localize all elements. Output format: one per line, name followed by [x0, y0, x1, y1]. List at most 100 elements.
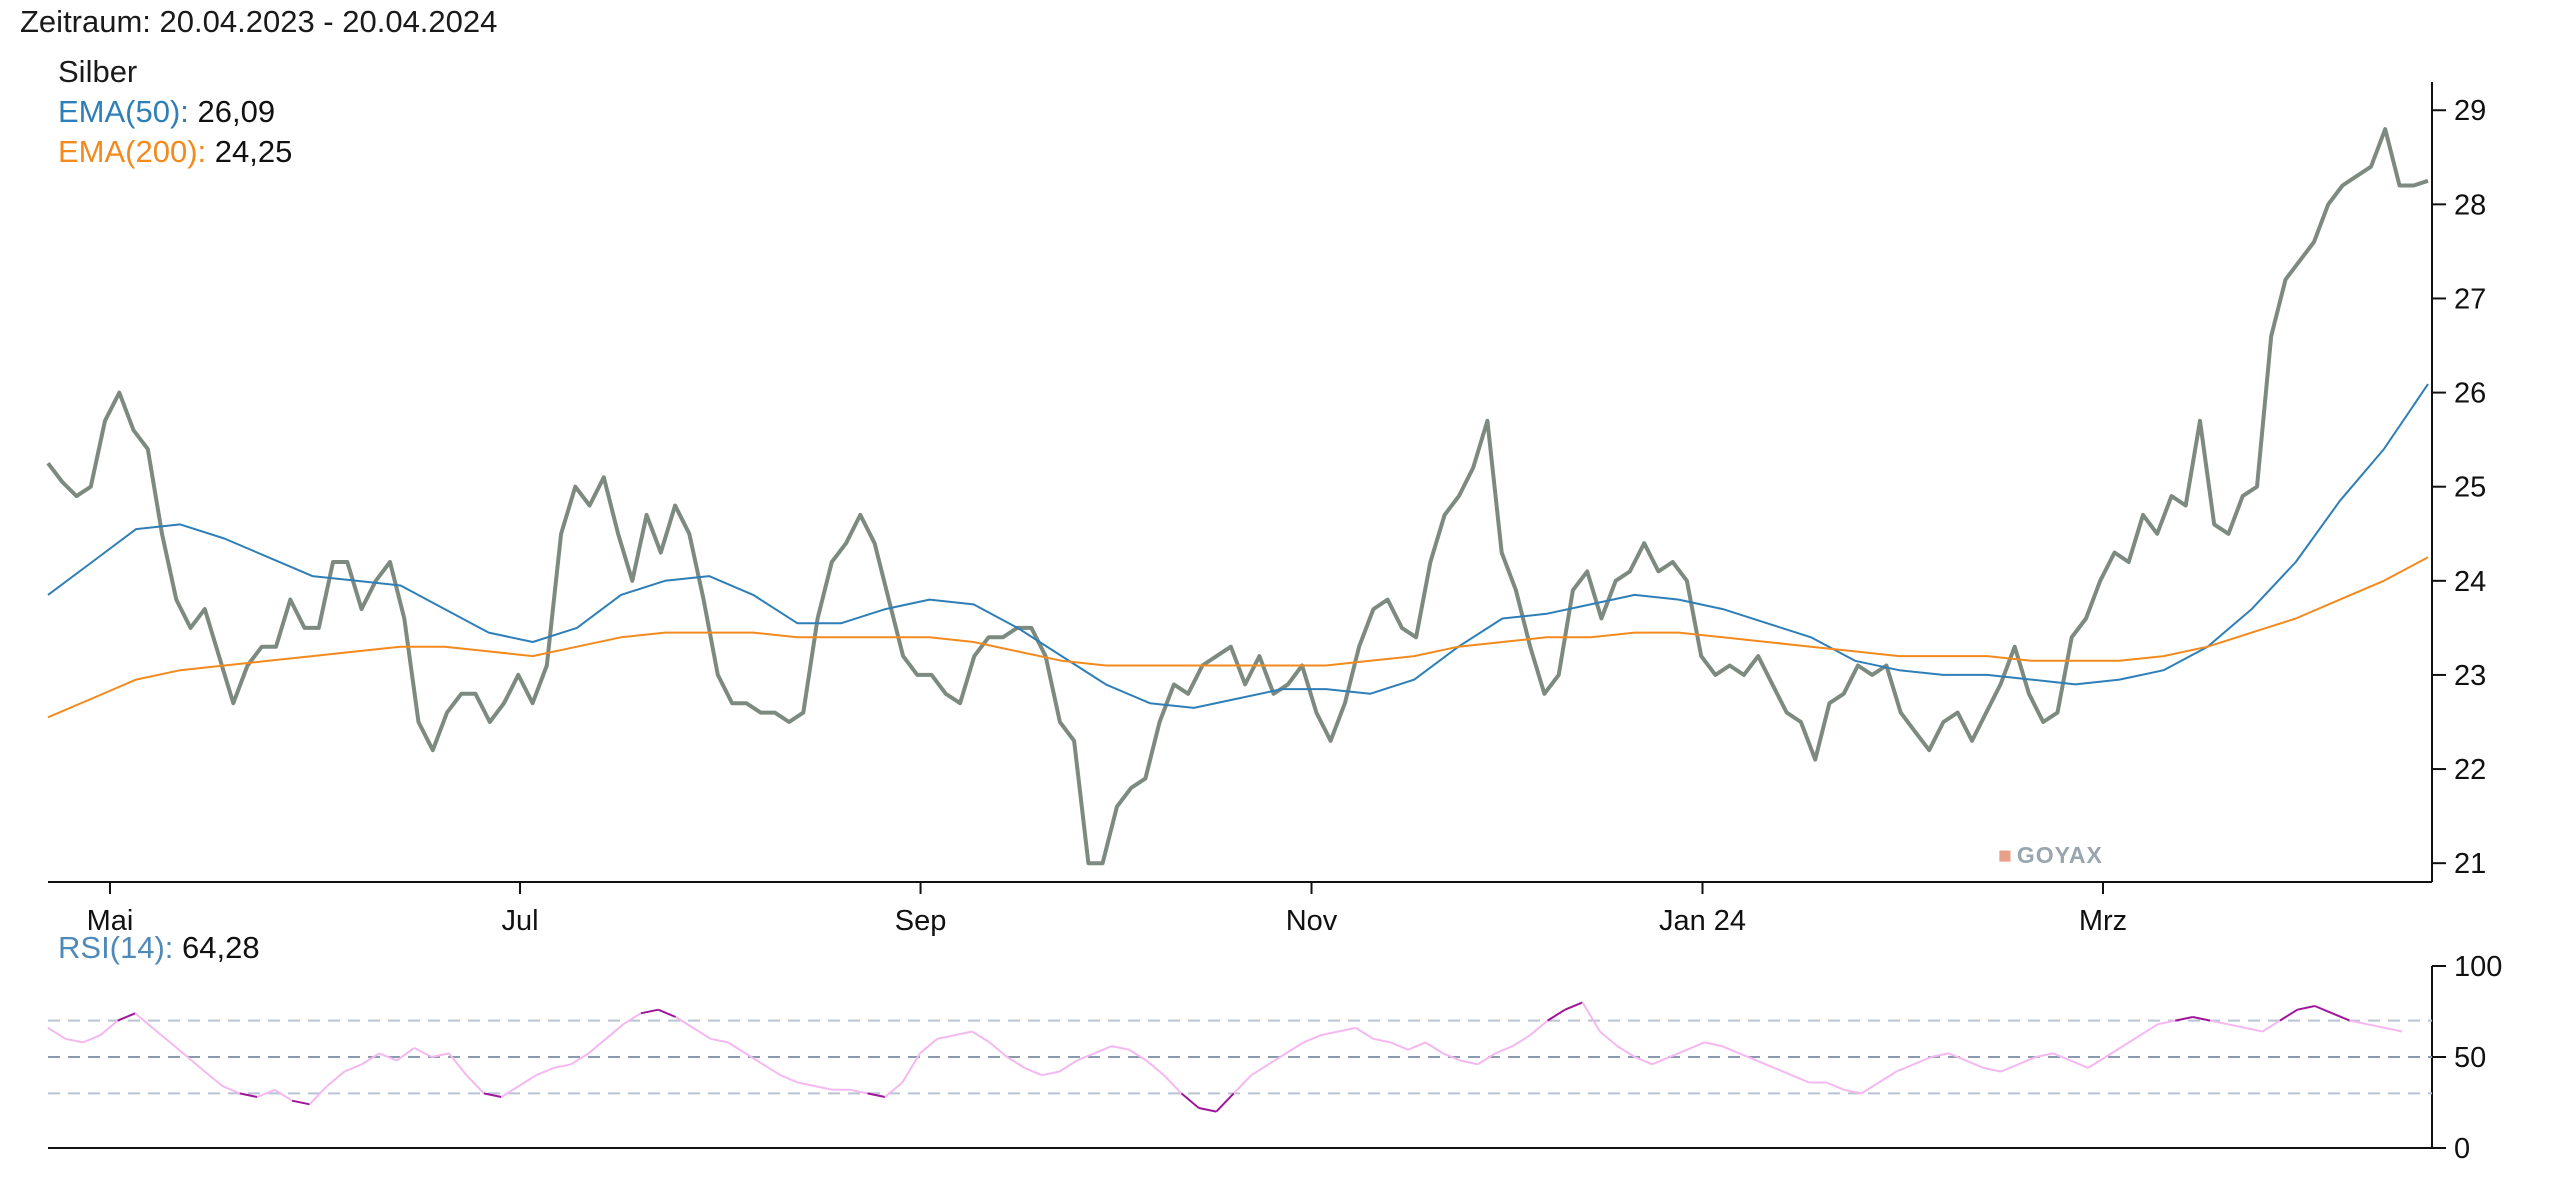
rsi-segment — [1895, 1063, 1915, 1073]
bull-icon: ■ — [1998, 842, 2013, 868]
rsi-segment — [2314, 1005, 2333, 1015]
rsi-segment — [1041, 1070, 1060, 1077]
rsi-segment — [692, 1027, 712, 1040]
ema50-value: 26,09 — [197, 94, 276, 129]
rsi-segment — [82, 1034, 101, 1044]
y-tick-label: 25 — [2454, 472, 2486, 504]
rsi-segment — [1686, 1041, 1705, 1051]
series-line-ema-50- — [47, 383, 2429, 709]
rsi-segment — [378, 1052, 398, 1062]
rsi-segment — [1878, 1070, 1897, 1084]
rsi-segment — [169, 1041, 189, 1058]
rsi-segment — [1721, 1045, 1740, 1055]
rsi-segment — [2279, 1008, 2298, 1022]
rsi-segment — [1599, 1030, 1618, 1047]
rsi-segment — [1232, 1074, 1252, 1095]
rsi-segment — [884, 1081, 904, 1098]
legend-rsi: RSI(14): 64,28 — [58, 928, 260, 968]
rsi-segment — [500, 1085, 520, 1098]
rsi-segment — [1860, 1081, 1880, 1095]
rsi-segment — [1739, 1052, 1758, 1062]
y-tick-label: 21 — [2454, 848, 2486, 880]
rsi-segment — [1512, 1034, 1531, 1047]
rsi-segment — [2070, 1059, 2089, 1069]
rsi-segment — [2052, 1052, 2072, 1062]
ema50-label: EMA(50): — [58, 94, 189, 129]
rsi-segment — [780, 1074, 799, 1084]
rsi-segment — [1285, 1041, 1305, 1055]
rsi-y-tick-label: 0 — [2454, 1133, 2470, 1165]
rsi-segment — [222, 1085, 241, 1095]
watermark-text: GOYAX — [2016, 842, 2103, 868]
rsi-segment — [396, 1047, 415, 1062]
rsi-axes: 0 50 100 — [48, 951, 2502, 1165]
rsi-segment — [1843, 1088, 1862, 1095]
x-tick-label: Sep — [895, 905, 947, 937]
rsi-segment — [2261, 1019, 2281, 1033]
legend-title: Silber — [58, 54, 138, 89]
rsi-segment — [1791, 1074, 1810, 1084]
rsi-segment — [1390, 1041, 1409, 1051]
rsi-segment — [239, 1092, 258, 1098]
rsi-segment — [2157, 1019, 2176, 1026]
rsi-segment — [2122, 1034, 2141, 1047]
rsi-segment — [1215, 1092, 1235, 1113]
rsi-segment — [1163, 1074, 1183, 1095]
rsi-segment — [1529, 1019, 1549, 1036]
rsi-segment — [1024, 1066, 1043, 1077]
rsi-segment — [2209, 1019, 2228, 1026]
rsi-segment — [2087, 1056, 2107, 1069]
rsi-segment — [413, 1047, 433, 1058]
rsi-value: 64,28 — [182, 930, 260, 965]
rsi-segment — [274, 1088, 293, 1102]
rsi-segment — [256, 1088, 276, 1098]
rsi-segment — [727, 1041, 747, 1055]
rsi-segment — [1145, 1059, 1165, 1076]
x-tick-label: Mrz — [2079, 905, 2127, 937]
rsi-segment — [622, 1012, 642, 1026]
rsi-segment — [1773, 1066, 1793, 1077]
rsi-segment — [1250, 1063, 1270, 1077]
rsi-segment — [2297, 1005, 2316, 1011]
rsi-segment — [65, 1037, 84, 1044]
rsi-segment — [1948, 1052, 1967, 1062]
rsi-segment — [1442, 1052, 1461, 1062]
rsi-segment — [1180, 1092, 1200, 1109]
rsi-segment — [1355, 1027, 1374, 1040]
period-label: Zeitraum: 20.04.2023 - 20.04.2024 — [20, 4, 498, 39]
rsi-segment — [1826, 1081, 1845, 1091]
rsi-y-tick-label: 100 — [2454, 951, 2502, 983]
rsi-segment — [1616, 1045, 1636, 1058]
rsi-segment — [1477, 1052, 1496, 1066]
rsi-segment — [1320, 1030, 1339, 1037]
rsi-segment — [1913, 1056, 1932, 1066]
rsi-segment — [518, 1074, 537, 1087]
rsi-segment — [483, 1092, 502, 1098]
ema200-label: EMA(200): — [58, 134, 207, 169]
rsi-segment — [1372, 1037, 1391, 1044]
ema200-value: 24,25 — [214, 134, 293, 169]
rsi-segment — [2244, 1026, 2263, 1033]
rsi-segment — [2331, 1012, 2351, 1022]
rsi-segment — [867, 1092, 886, 1098]
legend-ema200: EMA(200): 24,25 — [58, 132, 292, 172]
rsi-segment — [1268, 1052, 1287, 1066]
rsi-segment — [1756, 1059, 1775, 1069]
rsi-series — [47, 1001, 2403, 1113]
rsi-segment — [151, 1027, 171, 1044]
rsi-segment — [657, 1008, 677, 1018]
rsi-segment — [1198, 1107, 1217, 1113]
rsi-segment — [1460, 1059, 1479, 1066]
rsi-segment — [1093, 1045, 1113, 1055]
rsi-segment — [291, 1099, 310, 1106]
rsi-segment — [710, 1037, 729, 1044]
y-tick-label: 23 — [2454, 660, 2486, 692]
rsi-segment — [117, 1012, 136, 1022]
series-line-silber — [46, 127, 2429, 866]
rsi-segment — [186, 1056, 206, 1073]
rsi-segment — [308, 1085, 328, 1105]
x-tick-label: Nov — [1286, 905, 1338, 937]
y-tick-label: 27 — [2454, 283, 2486, 315]
main-series — [46, 127, 2429, 866]
